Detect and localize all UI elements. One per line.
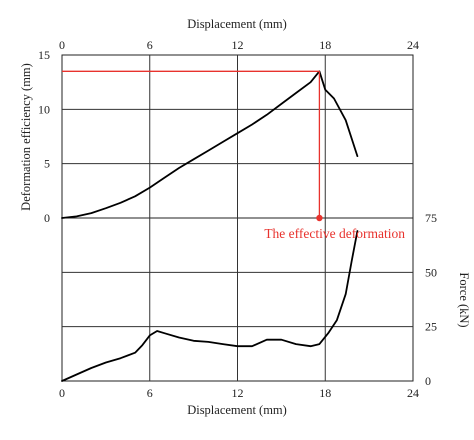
top-y-axis-title: Deformation efficiency (mm) bbox=[19, 63, 33, 211]
bottom-x-tick-label-4: 24 bbox=[407, 386, 419, 400]
series-lines bbox=[61, 70, 359, 382]
bottom-x-tick-label-3: 18 bbox=[319, 386, 331, 400]
bottom-y-tick-label-2: 50 bbox=[425, 265, 437, 279]
annotation-group: The effective deformation bbox=[62, 70, 405, 241]
bottom-x-axis-title: Displacement (mm) bbox=[187, 403, 287, 417]
top-annotation-label-0: The effective deformation bbox=[264, 226, 405, 241]
top-series-line-0 bbox=[61, 70, 359, 219]
bottom-y-tick-label-0: 0 bbox=[425, 374, 431, 388]
bottom-x-tick-label-0: 0 bbox=[59, 386, 65, 400]
top-x-tick-label-1: 6 bbox=[147, 38, 153, 52]
grid-lines bbox=[62, 55, 413, 381]
top-x-axis-title: Displacement (mm) bbox=[187, 17, 287, 31]
bottom-y-axis-title: Force (kN) bbox=[457, 272, 471, 327]
top-x-tick-label-0: 0 bbox=[59, 38, 65, 52]
top-annotation-marker-0 bbox=[316, 214, 323, 222]
top-y-tick-label-0: 0 bbox=[44, 211, 50, 225]
bottom-series-line-0 bbox=[61, 230, 359, 382]
top-x-tick-label-3: 18 bbox=[319, 38, 331, 52]
top-y-tick-label-1: 5 bbox=[44, 157, 50, 171]
top-x-tick-label-2: 12 bbox=[232, 38, 244, 52]
top-y-tick-label-3: 15 bbox=[38, 48, 50, 62]
bottom-x-tick-label-2: 12 bbox=[232, 386, 244, 400]
bottom-x-tick-label-1: 6 bbox=[147, 386, 153, 400]
top-y-tick-label-2: 10 bbox=[38, 102, 50, 116]
bottom-y-tick-label-3: 75 bbox=[425, 211, 437, 225]
tick-labels: 0 6 12 18 24 0 5 10 15 0 6 12 18 24 0 25 50 75 bbox=[38, 38, 437, 400]
top-x-tick-label-4: 24 bbox=[407, 38, 419, 52]
bottom-y-tick-label-1: 25 bbox=[425, 320, 437, 334]
